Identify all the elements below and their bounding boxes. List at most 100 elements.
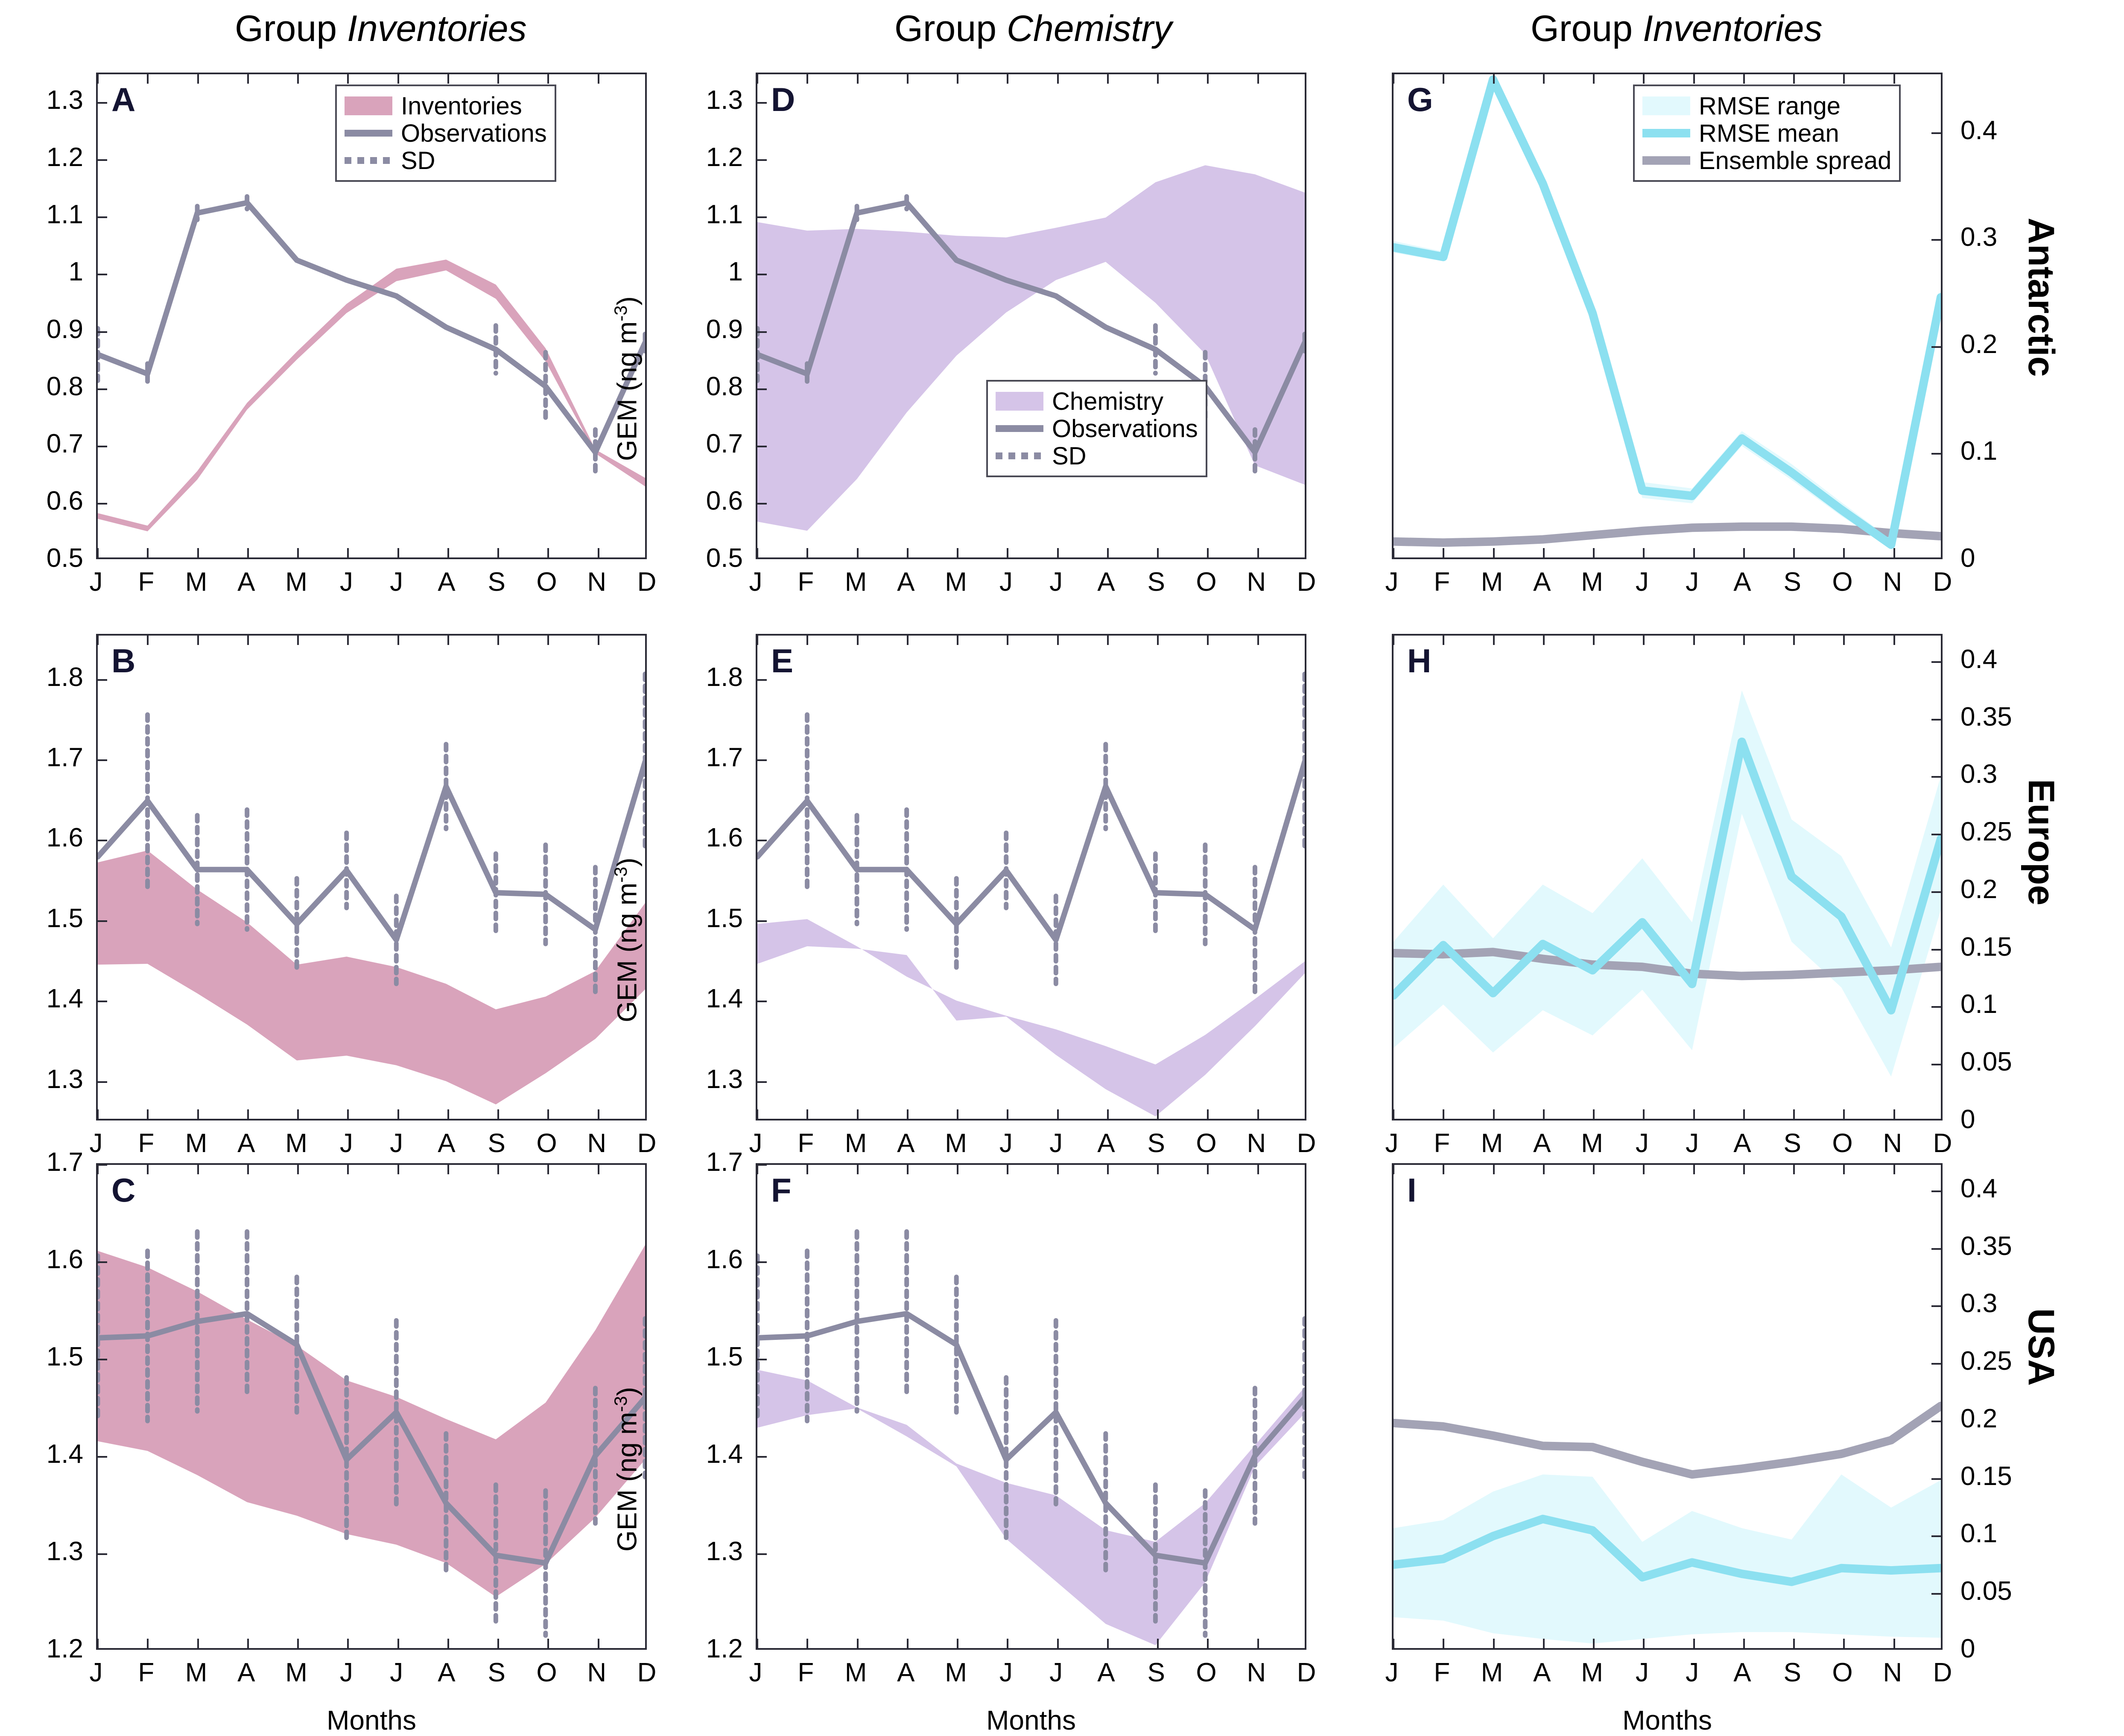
x-tick-label: A <box>897 1658 915 1687</box>
x-tick-top <box>856 636 859 645</box>
x-tick-label: A <box>897 567 915 597</box>
column-title-prefix: Group <box>1531 8 1643 49</box>
x-tick-label: S <box>1783 567 1801 597</box>
x-tick-top <box>1893 636 1895 645</box>
panel-letter-g: G <box>1407 81 1433 118</box>
x-tick-top <box>856 1165 859 1174</box>
x-tick-label: J <box>1049 1129 1063 1158</box>
x-tick-top <box>1157 1165 1159 1174</box>
x-tick <box>957 1109 959 1119</box>
legend-item: Chemistry <box>996 388 1198 415</box>
x-tick <box>247 1639 249 1648</box>
x-tick-top <box>397 1165 399 1174</box>
legend-item: RMSE range <box>1642 92 1891 120</box>
x-tick-top <box>397 636 399 645</box>
x-tick-top <box>806 1165 809 1174</box>
x-tick-label: N <box>1883 1658 1902 1687</box>
x-tick-label: J <box>749 1129 763 1158</box>
legend-label: Observations <box>401 119 547 147</box>
y-tick <box>757 216 767 219</box>
x-tick-top <box>1793 636 1795 645</box>
y-tick <box>98 1001 107 1003</box>
x-tick-top <box>757 636 758 645</box>
x-tick-top <box>1257 636 1259 645</box>
column-title-2: Group Chemistry <box>894 8 1172 50</box>
x-tick <box>297 548 299 557</box>
y-tick-label: 0.35 <box>1960 702 2012 732</box>
y-tick <box>757 1081 767 1083</box>
x-tick-label: O <box>536 1129 557 1158</box>
y-tick-label: 0.3 <box>1960 1289 1998 1319</box>
plot-area-e <box>757 636 1305 1119</box>
y-tick-label: 1.4 <box>46 1439 83 1469</box>
y-tick-label: 1.6 <box>46 823 83 853</box>
x-tick <box>806 1109 809 1119</box>
x-tick-label: A <box>1533 567 1551 597</box>
x-tick-label: D <box>1297 1658 1316 1687</box>
panel-letter-b: B <box>111 642 136 680</box>
x-tick-label: J <box>390 567 403 597</box>
x-tick-top <box>597 636 599 645</box>
x-tick-label: J <box>749 1658 763 1687</box>
x-tick <box>1643 1109 1645 1119</box>
y-tick-label: 0.3 <box>1960 222 1998 252</box>
x-tick-label: F <box>798 1129 814 1158</box>
x-tick-label: D <box>1297 1129 1316 1158</box>
x-tick-top <box>1793 1165 1795 1174</box>
y-tick <box>757 1553 767 1555</box>
y-tick-label: 1.3 <box>706 1064 743 1094</box>
x-tick-top <box>1593 1165 1595 1174</box>
y-tick-label: 0.15 <box>1960 1461 2012 1491</box>
panel-letter-a: A <box>111 81 136 118</box>
x-tick <box>1743 1639 1745 1648</box>
y-tick <box>98 331 107 333</box>
x-tick-label: J <box>1049 567 1063 597</box>
x-tick <box>297 1109 299 1119</box>
y-tick-label: 1.7 <box>706 1147 743 1177</box>
x-tick-top <box>247 636 249 645</box>
y-tick-label: 1.2 <box>46 1634 83 1663</box>
chemistry-band <box>757 919 1305 1117</box>
x-tick <box>1057 548 1059 557</box>
y-tick <box>1931 1420 1941 1422</box>
legend-item: SD <box>996 442 1198 470</box>
y-tick <box>98 274 107 276</box>
x-tick-top <box>906 1165 909 1174</box>
legend-item: SD <box>345 147 547 175</box>
x-tick-label: O <box>536 1658 557 1687</box>
x-tick-label: O <box>1196 567 1217 597</box>
column-title-prefix: Group <box>894 8 1007 49</box>
y-tick-label: 1.6 <box>46 1245 83 1274</box>
y-tick-label: 1.4 <box>706 984 743 1014</box>
y-tick <box>1931 132 1941 134</box>
y-axis-title: GEM (ng m-3) <box>611 1387 643 1552</box>
x-tick-top <box>1743 1165 1745 1174</box>
y-tick <box>98 759 107 762</box>
y-tick-label: 0.35 <box>1960 1231 2012 1261</box>
legend-label: Observations <box>1052 414 1198 443</box>
x-tick-label: D <box>637 1658 657 1687</box>
x-tick-top <box>1543 636 1545 645</box>
x-tick-top <box>1593 636 1595 645</box>
x-tick-top <box>957 74 959 84</box>
y-tick <box>1931 1064 1941 1066</box>
x-tick <box>497 548 500 557</box>
x-tick-label: J <box>1686 1658 1699 1687</box>
legend-label: SD <box>1052 442 1087 470</box>
x-tick-top <box>757 74 758 84</box>
y-axis-title-text: GEM (ng m <box>611 882 643 1022</box>
y-axis-title-close: ) <box>611 296 643 306</box>
x-tick-top <box>1157 636 1159 645</box>
x-tick-label: D <box>637 1129 657 1158</box>
x-tick-label: O <box>1196 1658 1217 1687</box>
y-axis-title-close: ) <box>611 1387 643 1396</box>
x-tick-top <box>1107 636 1109 645</box>
x-tick-label: M <box>1581 567 1603 597</box>
x-tick <box>1593 548 1595 557</box>
legend-item: Observations <box>345 120 547 147</box>
legend-swatch-observations <box>996 425 1043 432</box>
x-tick <box>1007 548 1009 557</box>
x-tick <box>806 1639 809 1648</box>
y-tick <box>757 1165 767 1166</box>
x-tick-label: D <box>1933 1129 1952 1158</box>
